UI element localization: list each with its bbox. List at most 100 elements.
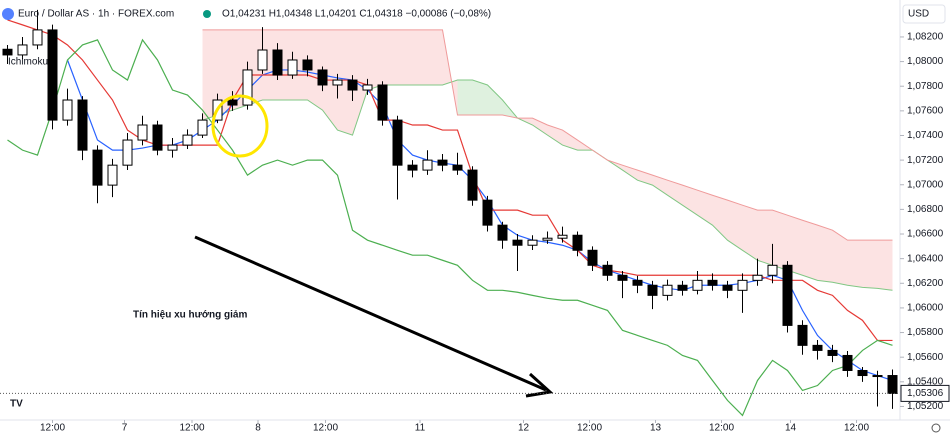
candle-body xyxy=(587,249,598,266)
trend-arrow xyxy=(194,235,547,392)
cloud-fill xyxy=(562,130,578,151)
x-tick-label: 12:00 xyxy=(577,423,602,434)
y-tick-label: 1,06600 xyxy=(907,229,944,240)
candle-body xyxy=(572,234,583,251)
candle-body xyxy=(92,149,103,186)
currency-button[interactable] xyxy=(902,4,946,24)
cloud-fill xyxy=(757,210,773,266)
candle-body xyxy=(662,284,673,296)
candle-body xyxy=(17,44,28,56)
symbol-logo xyxy=(2,8,14,20)
candle-body xyxy=(77,99,88,151)
x-tick-label: 7 xyxy=(122,423,128,434)
cloud-fill xyxy=(472,80,488,116)
x-tick-label: 8 xyxy=(255,423,261,434)
ichimoku-line xyxy=(7,38,893,417)
candle-body xyxy=(617,274,628,281)
cloud-fill xyxy=(217,29,233,116)
symbol-title[interactable]: Euro / Dollar AS · 1h · FOREX.com xyxy=(18,9,174,20)
cloud-fill xyxy=(202,29,218,121)
cloud-fill xyxy=(832,230,848,286)
cloud-fill xyxy=(277,29,293,101)
y-tick-label: 1,06200 xyxy=(907,278,944,289)
candle-body xyxy=(407,164,418,171)
candle-body xyxy=(272,49,283,76)
cloud-fill xyxy=(727,200,743,251)
candle-body xyxy=(842,354,853,371)
candle-body xyxy=(512,239,523,246)
y-tick-label: 1,07600 xyxy=(907,105,944,116)
cloud-fill xyxy=(427,29,443,85)
cloud-fill xyxy=(667,180,683,206)
candle-body xyxy=(752,274,763,281)
x-tick-label: 14 xyxy=(785,423,797,434)
cloud-fill xyxy=(292,29,308,101)
candle-body xyxy=(452,164,463,171)
candle-body xyxy=(887,375,898,394)
y-tick-label: 1,08000 xyxy=(907,56,944,67)
candle-body xyxy=(647,284,658,296)
x-tick-label: 12:00 xyxy=(40,423,65,434)
candle-body xyxy=(32,29,43,46)
candle-body xyxy=(827,349,838,356)
y-tick-label: 1,06800 xyxy=(907,204,944,215)
candle-body xyxy=(797,324,808,346)
cloud-fill xyxy=(652,175,668,196)
candle-body xyxy=(332,79,343,86)
candle-body xyxy=(197,119,208,136)
candle-body xyxy=(287,59,298,76)
x-tick-label: 12:00 xyxy=(179,423,204,434)
cloud-fill xyxy=(697,190,713,226)
candle-body xyxy=(602,264,613,276)
candle-body xyxy=(392,119,403,166)
candle-body xyxy=(872,375,883,378)
currency[interactable]: USD xyxy=(908,9,929,20)
cloud-fill xyxy=(367,29,383,91)
cloud-fill xyxy=(817,225,833,283)
candle-body xyxy=(677,284,688,291)
candle-body xyxy=(482,199,493,226)
x-tick-label: 12:00 xyxy=(709,423,734,434)
cloud-fill xyxy=(787,215,803,276)
candle-body xyxy=(632,279,643,286)
y-tick-label: 1,08200 xyxy=(907,32,944,43)
annotation: Tín hiệu xu hướng giảm xyxy=(133,310,247,321)
highlight-circle xyxy=(211,94,269,158)
y-tick-label: 1,06000 xyxy=(907,303,944,314)
candle-body xyxy=(182,134,193,146)
cloud-fill xyxy=(772,210,788,271)
span-b-line xyxy=(202,29,893,241)
candle-body xyxy=(497,224,508,241)
last-price-label: 1,05306 xyxy=(907,388,944,399)
candle-body xyxy=(47,29,58,121)
candle-body xyxy=(242,69,253,106)
x-tick-label: 13 xyxy=(650,423,662,434)
indicator-label[interactable]: Ichimoku xyxy=(8,57,48,68)
cloud-fill xyxy=(397,29,413,85)
y-tick-label: 1,07000 xyxy=(907,179,944,190)
cloud-fill xyxy=(742,205,758,261)
cloud-fill xyxy=(382,29,398,85)
candle-body xyxy=(2,48,13,56)
y-tick-label: 1,07200 xyxy=(907,155,944,166)
candle-body xyxy=(377,84,388,121)
candle-body xyxy=(227,99,238,106)
cloud-fill xyxy=(712,195,728,241)
plot-area xyxy=(2,9,898,417)
cloud-fill xyxy=(532,118,548,136)
cloud-fill xyxy=(802,220,818,281)
candle-body xyxy=(167,144,178,151)
candle-body xyxy=(422,159,433,171)
x-tick-label: 12:00 xyxy=(313,423,338,434)
candle-body xyxy=(122,139,133,166)
candle-body xyxy=(302,59,313,71)
x-tick-label: 12 xyxy=(518,423,530,434)
candle-body xyxy=(257,49,268,71)
candle-body xyxy=(782,264,793,326)
settings-icon[interactable] xyxy=(931,423,941,433)
y-tick-label: 1,05400 xyxy=(907,376,944,387)
candle-body xyxy=(467,169,478,201)
